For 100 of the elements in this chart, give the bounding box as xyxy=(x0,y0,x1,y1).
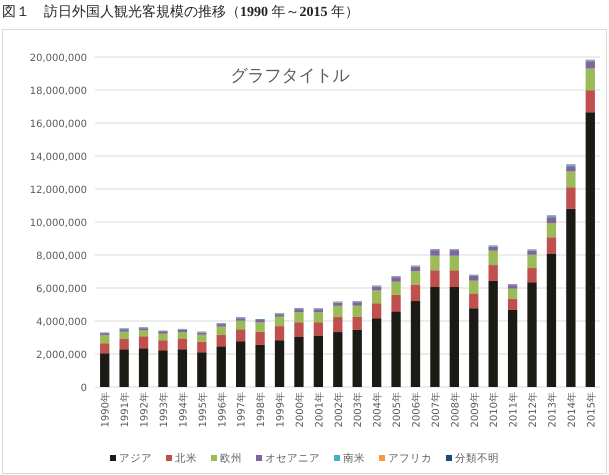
bar xyxy=(333,306,342,318)
bar xyxy=(255,332,265,345)
y-tick-label: 2,000,000 xyxy=(36,350,87,361)
y-tick-label: 0 xyxy=(80,383,87,394)
bar xyxy=(488,246,498,251)
bar xyxy=(488,265,498,281)
bar xyxy=(274,326,284,340)
y-tick-label: 14,000,000 xyxy=(30,152,87,163)
bar xyxy=(119,338,129,350)
y-tick-label: 10,000,000 xyxy=(30,218,87,229)
bar xyxy=(566,171,576,188)
bar xyxy=(391,312,401,387)
bar xyxy=(586,112,595,387)
bar xyxy=(236,330,246,342)
x-tick-label: 2005年 xyxy=(391,392,404,428)
bar xyxy=(508,288,518,299)
bar xyxy=(586,68,595,90)
bar xyxy=(430,256,440,270)
bar xyxy=(178,332,188,339)
bar xyxy=(372,303,382,318)
bar xyxy=(410,284,420,302)
bar xyxy=(255,322,265,332)
y-tick-label: 12,000,000 xyxy=(30,185,87,196)
x-tick-label: 2003年 xyxy=(352,392,364,428)
bar xyxy=(546,222,556,238)
y-tick-label: 20,000,000 xyxy=(30,53,87,64)
bar xyxy=(508,310,518,387)
legend-label: 北米 xyxy=(175,452,197,464)
x-tick-label: 2001年 xyxy=(313,392,326,428)
bar xyxy=(508,285,518,288)
bar xyxy=(216,326,226,336)
bar xyxy=(410,267,420,272)
x-tick-label: 1998年 xyxy=(255,392,268,428)
bar xyxy=(586,61,595,68)
bar xyxy=(469,276,478,281)
bar xyxy=(450,270,459,288)
bar xyxy=(158,350,168,387)
bar xyxy=(372,290,382,304)
x-tick-label: 2008年 xyxy=(449,392,462,428)
bar xyxy=(566,166,576,172)
bar xyxy=(333,302,342,306)
bar xyxy=(294,309,304,312)
bar xyxy=(274,316,284,326)
bar xyxy=(508,298,518,310)
bar xyxy=(158,340,168,351)
y-tick-label: 6,000,000 xyxy=(36,284,87,295)
legend-label: オセアニア xyxy=(265,452,320,464)
x-tick-label: 2006年 xyxy=(410,392,422,428)
bar xyxy=(546,254,556,387)
y-tick-label: 16,000,000 xyxy=(30,119,87,130)
bar xyxy=(333,332,342,387)
bar xyxy=(586,90,595,112)
bar xyxy=(430,287,440,387)
y-tick-label: 18,000,000 xyxy=(30,86,87,97)
bar xyxy=(527,254,537,268)
x-tick-label: 1991年 xyxy=(119,392,132,428)
y-tick-label: 8,000,000 xyxy=(36,251,87,262)
x-tick-label: 2012年 xyxy=(527,392,540,428)
legend-label: 南米 xyxy=(343,452,365,464)
bar xyxy=(430,270,440,288)
bar xyxy=(314,309,324,312)
bar xyxy=(372,318,382,387)
bar xyxy=(274,340,284,387)
bar xyxy=(216,346,226,387)
bar xyxy=(294,322,304,337)
bar xyxy=(488,280,498,387)
legend-label: 欧州 xyxy=(220,452,242,464)
bar xyxy=(352,302,362,306)
x-tick-label: 1995年 xyxy=(196,392,209,428)
bar xyxy=(119,332,129,339)
bar xyxy=(352,316,362,330)
bar xyxy=(430,250,440,256)
bar xyxy=(566,208,576,387)
x-tick-label: 2007年 xyxy=(430,392,442,428)
bar xyxy=(469,280,478,294)
bar xyxy=(410,301,420,387)
bar xyxy=(100,335,110,344)
bar xyxy=(197,342,206,352)
bar xyxy=(450,256,459,270)
bar xyxy=(391,294,401,312)
x-tick-label: 1996年 xyxy=(216,392,228,428)
bar xyxy=(372,287,382,290)
chart-title: 図１ 訪日外国人観光客規模の推移（1990 年～2015 年） xyxy=(2,4,359,20)
y-tick-label: 4,000,000 xyxy=(36,317,87,328)
bar xyxy=(314,312,324,322)
bar xyxy=(178,338,188,350)
bar xyxy=(352,306,362,317)
bar xyxy=(119,350,129,387)
bar xyxy=(391,282,401,295)
legend-label: アジア xyxy=(119,452,152,464)
bar xyxy=(314,336,324,387)
x-tick-label: 2014年 xyxy=(566,392,578,428)
x-tick-label: 2011年 xyxy=(508,392,520,428)
bar xyxy=(450,287,459,387)
bar xyxy=(546,237,556,254)
x-tick-label: 1994年 xyxy=(177,392,190,428)
bar xyxy=(527,282,537,387)
bar xyxy=(391,278,401,282)
legend-label: 分類不明 xyxy=(455,452,499,464)
legend-label: アフリカ xyxy=(388,452,432,464)
